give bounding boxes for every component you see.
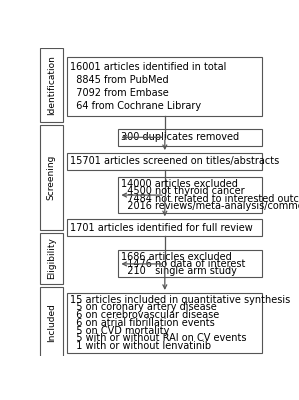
Text: 2016 reviews/meta-analysis/commentaries: 2016 reviews/meta-analysis/commentaries <box>121 201 299 211</box>
Text: 5 on CVD mortality: 5 on CVD mortality <box>70 326 170 336</box>
Text: 5 on coronary artery disease: 5 on coronary artery disease <box>70 302 217 312</box>
Text: 1701 articles identified for full review: 1701 articles identified for full review <box>70 222 253 232</box>
Text: 210   single arm study: 210 single arm study <box>121 266 237 276</box>
Text: 1686 articles excluded: 1686 articles excluded <box>121 252 232 262</box>
Text: 300 duplicates removed: 300 duplicates removed <box>121 132 239 142</box>
Bar <box>68 293 262 353</box>
Text: 7484 not related to interested outcome: 7484 not related to interested outcome <box>121 194 299 204</box>
Bar <box>68 219 262 236</box>
Text: 6 on cerebrovascular disease: 6 on cerebrovascular disease <box>70 310 219 320</box>
Text: 16001 articles identified in total: 16001 articles identified in total <box>70 62 227 72</box>
Bar <box>68 153 262 170</box>
Text: 7092 from Embase: 7092 from Embase <box>70 88 169 98</box>
Text: 64 from Cochrane Library: 64 from Cochrane Library <box>70 101 202 111</box>
Text: 6 on atrial fibrillation events: 6 on atrial fibrillation events <box>70 318 215 328</box>
Text: 14000 articles excluded: 14000 articles excluded <box>121 179 238 189</box>
Bar <box>118 177 262 213</box>
Text: 4500 not thyroid cancer: 4500 not thyroid cancer <box>121 186 245 196</box>
Text: Included: Included <box>47 304 56 342</box>
Bar <box>68 57 262 116</box>
Text: Screening: Screening <box>47 155 56 200</box>
Bar <box>40 233 63 284</box>
Text: 8845 from PubMed: 8845 from PubMed <box>70 75 169 85</box>
Bar <box>40 287 63 359</box>
Bar <box>40 48 63 122</box>
Text: 1476 no data of interest: 1476 no data of interest <box>121 259 246 269</box>
Text: 1 with or without lenvatinib: 1 with or without lenvatinib <box>70 341 211 351</box>
Bar <box>40 125 63 230</box>
Text: Eligibility: Eligibility <box>47 237 56 279</box>
Bar <box>118 129 262 146</box>
Text: 5 with or without RAI on CV events: 5 with or without RAI on CV events <box>70 333 247 343</box>
Text: 15 articles included in quantitative synthesis: 15 articles included in quantitative syn… <box>70 295 291 305</box>
Bar <box>118 250 262 278</box>
Text: 15701 articles screened on titles/abstracts: 15701 articles screened on titles/abstra… <box>70 156 280 166</box>
Text: Identification: Identification <box>47 55 56 115</box>
